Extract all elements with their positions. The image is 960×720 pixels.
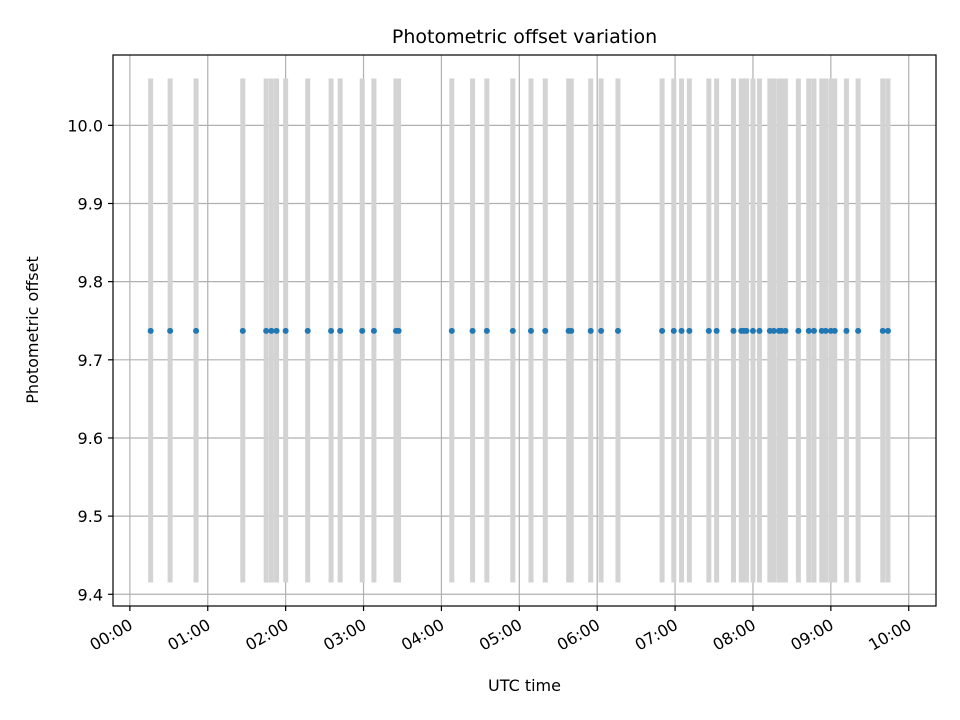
data-point <box>509 327 516 334</box>
data-point <box>568 327 575 334</box>
data-point <box>795 327 802 334</box>
data-point <box>884 327 891 334</box>
data-point <box>273 327 280 334</box>
data-point <box>843 327 850 334</box>
data-point <box>805 327 812 334</box>
chart-title: Photometric offset variation <box>392 26 657 48</box>
data-point <box>705 327 712 334</box>
x-axis-label: UTC time <box>488 676 561 695</box>
data-point <box>749 327 756 334</box>
data-point <box>268 327 275 334</box>
y-axis: 9.4 9.5 9.6 9.7 9.8 9.9 10.0 <box>67 116 113 604</box>
y-tick-label: 9.5 <box>78 507 103 526</box>
data-point <box>756 327 763 334</box>
data-point <box>328 327 335 334</box>
data-point <box>337 327 344 334</box>
data-point <box>879 327 886 334</box>
data-point <box>193 327 200 334</box>
data-point <box>822 327 829 334</box>
y-tick-label: 9.4 <box>78 585 103 604</box>
data-point <box>678 327 685 334</box>
data-point <box>483 327 490 334</box>
data-point <box>147 327 154 334</box>
data-point <box>448 327 455 334</box>
data-point <box>855 327 862 334</box>
data-point <box>782 327 789 334</box>
y-tick-label: 9.6 <box>78 429 103 448</box>
data-point <box>282 327 289 334</box>
data-point <box>167 327 174 334</box>
data-point <box>304 327 311 334</box>
data-point <box>713 327 720 334</box>
data-point <box>686 327 693 334</box>
data-point <box>743 327 750 334</box>
data-point <box>670 327 677 334</box>
data-point <box>359 327 366 334</box>
data-point <box>831 327 838 334</box>
data-point <box>770 327 777 334</box>
y-tick-label: 9.8 <box>78 273 103 292</box>
plot-frame <box>112 54 937 607</box>
data-point <box>614 327 621 334</box>
data-point <box>263 327 270 334</box>
data-point <box>598 327 605 334</box>
data-point <box>810 327 817 334</box>
y-tick-label: 9.9 <box>78 194 103 213</box>
data-point <box>239 327 246 334</box>
data-point <box>370 327 377 334</box>
data-points <box>147 327 891 334</box>
data-point <box>469 327 476 334</box>
y-axis-label: Photometric offset <box>23 256 42 404</box>
y-tick-label: 9.7 <box>78 351 103 370</box>
data-point <box>527 327 534 334</box>
data-point <box>542 327 549 334</box>
y-tick-label: 10.0 <box>67 116 103 135</box>
data-point <box>395 327 402 334</box>
data-point <box>587 327 594 334</box>
data-point <box>730 327 737 334</box>
data-point <box>659 327 666 334</box>
